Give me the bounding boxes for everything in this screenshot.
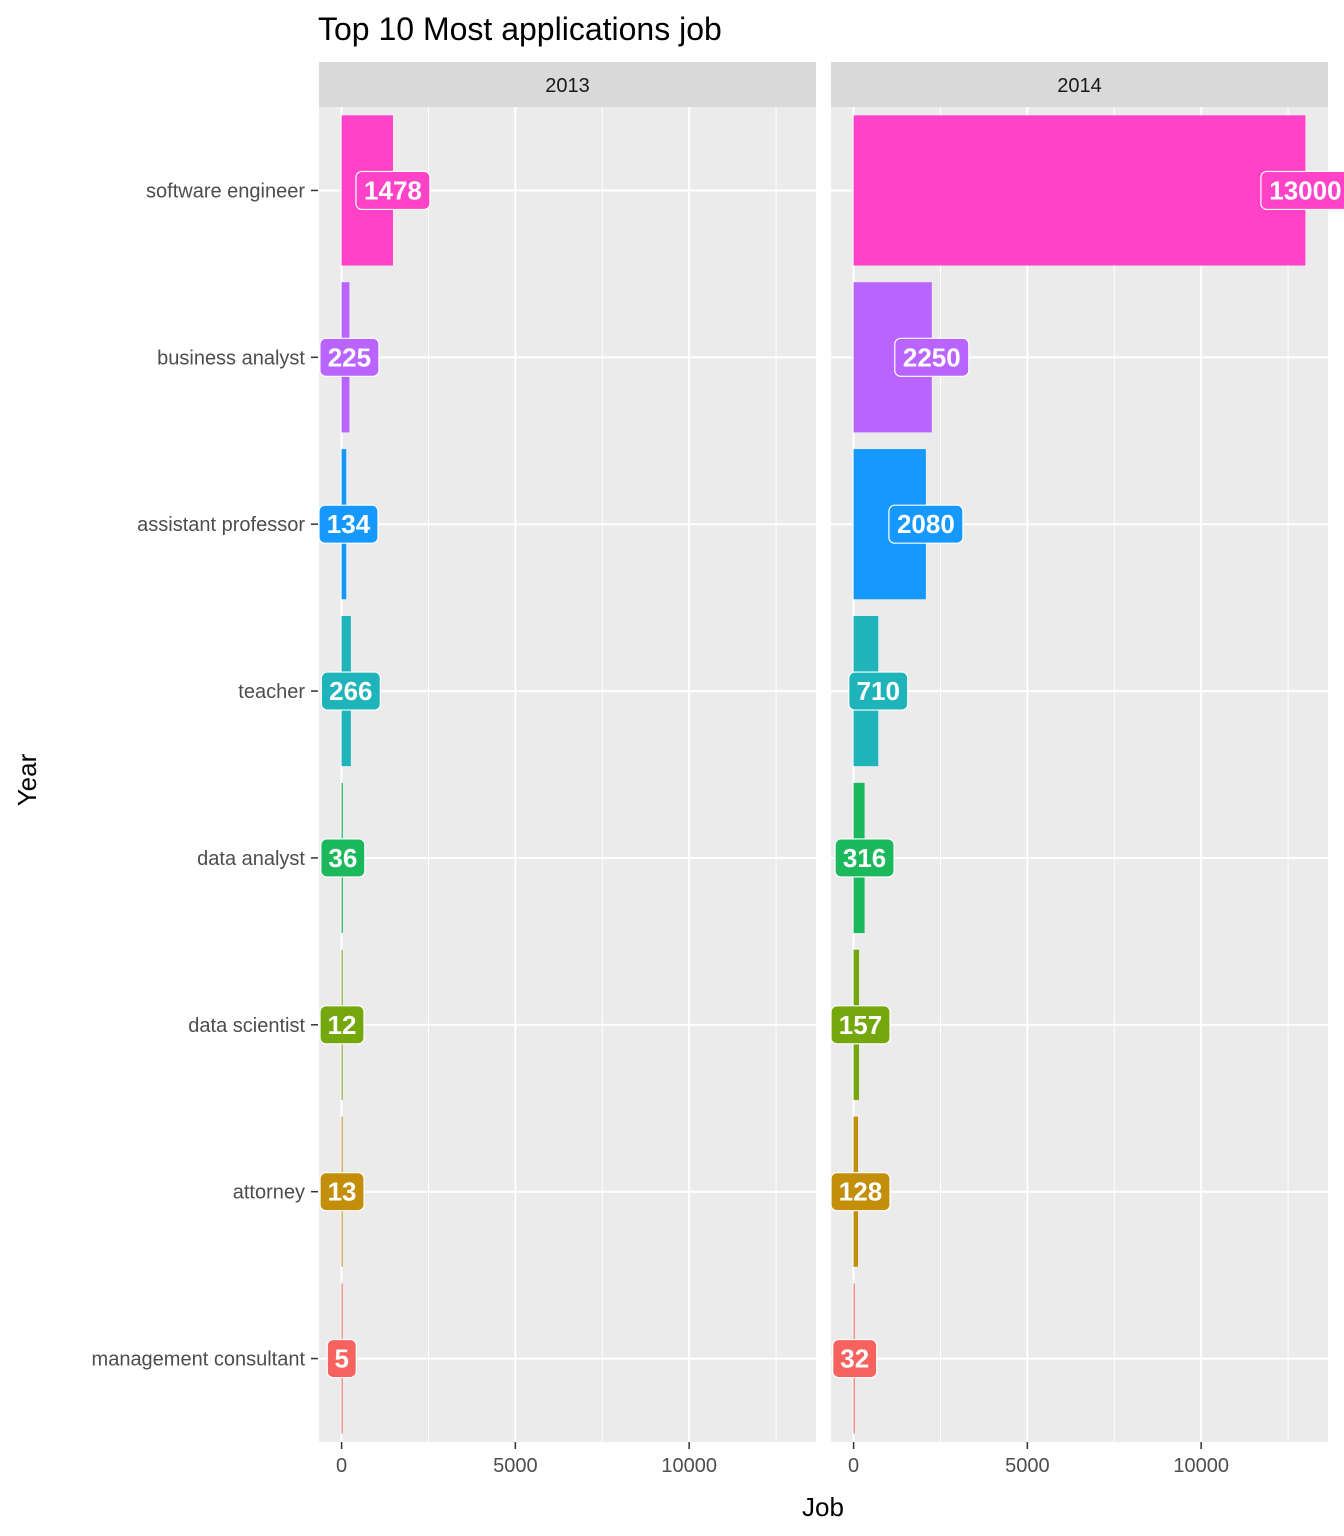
bar-2014-software-engineer xyxy=(853,115,1306,266)
data-label-2013-assistant-professor: 134 xyxy=(319,504,379,544)
x-tick-label-2014-5000: 5000 xyxy=(1005,1455,1050,1477)
data-label-text: 128 xyxy=(839,1177,882,1207)
y-tick-label-management-consultant: management consultant xyxy=(92,1349,306,1371)
data-label-2013-data-analyst: 36 xyxy=(320,838,366,878)
data-label-2014-data-scientist: 157 xyxy=(831,1005,891,1045)
data-label-text: 12 xyxy=(328,1010,357,1040)
data-label-2013-management-consultant: 5 xyxy=(326,1338,357,1379)
y-tick-label-data-analyst: data analyst xyxy=(197,848,305,870)
y-tick-label-software-engineer: software engineer xyxy=(146,180,305,202)
data-label-text: 13000 xyxy=(1269,175,1341,205)
data-label-text: 1478 xyxy=(364,175,422,205)
data-label-text: 134 xyxy=(327,509,371,539)
y-tick-label-data-scientist: data scientist xyxy=(188,1015,305,1037)
panel-background-2013 xyxy=(319,107,816,1442)
data-labels-2014: 13000 2250 2080 710 316 157 128 32 xyxy=(831,170,1344,1379)
x-tick-label-2014-10000: 10000 xyxy=(1173,1455,1229,1477)
data-label-box xyxy=(831,1172,891,1212)
x-tick-label-2013-10000: 10000 xyxy=(661,1455,717,1477)
data-label-box xyxy=(888,504,964,544)
data-label-box xyxy=(319,1005,365,1045)
data-label-2014-data-analyst: 316 xyxy=(834,838,895,878)
facet-strip-2014 xyxy=(831,62,1328,107)
data-label-text: 225 xyxy=(328,342,371,372)
data-label-2014-business-analyst: 2250 xyxy=(894,337,970,377)
data-label-box xyxy=(319,337,380,377)
data-label-box xyxy=(320,838,366,878)
data-label-2013-teacher: 266 xyxy=(320,671,381,711)
chart-title: Top 10 Most applications job xyxy=(318,11,722,47)
data-label-box xyxy=(319,1172,365,1212)
y-tick-label-teacher: teacher xyxy=(238,681,305,703)
data-label-text: 157 xyxy=(839,1010,882,1040)
facet-strip-label-2013: 2013 xyxy=(545,75,590,97)
data-label-2013-software-engineer: 1478 xyxy=(355,170,431,211)
data-label-box xyxy=(319,504,379,544)
x-tick-label-2014-0: 0 xyxy=(848,1455,859,1477)
data-label-text: 5 xyxy=(335,1344,349,1374)
data-label-2014-software-engineer: 13000 xyxy=(1260,170,1344,211)
data-label-box xyxy=(355,170,431,211)
data-label-box xyxy=(848,671,909,711)
data-label-box xyxy=(834,838,895,878)
y-tick-label-business-analyst: business analyst xyxy=(157,347,305,369)
data-label-text: 2080 xyxy=(897,509,955,539)
data-label-box xyxy=(832,1338,878,1379)
data-label-2013-data-scientist: 12 xyxy=(319,1005,365,1045)
data-labels-2013: 1478 225 134 266 36 12 13 5 xyxy=(319,170,431,1379)
data-label-2014-attorney: 128 xyxy=(831,1172,891,1212)
data-label-2014-management-consultant: 32 xyxy=(832,1338,878,1379)
x-tick-label-2013-0: 0 xyxy=(336,1455,347,1477)
data-label-2014-teacher: 710 xyxy=(848,671,909,711)
data-label-box xyxy=(1260,170,1344,211)
y-tick-label-assistant-professor: assistant professor xyxy=(137,514,305,536)
data-label-text: 32 xyxy=(840,1344,869,1374)
y-tick-label-attorney: attorney xyxy=(233,1182,305,1204)
data-label-2014-assistant-professor: 2080 xyxy=(888,504,964,544)
data-label-text: 710 xyxy=(857,676,900,706)
y-axis-title: Year xyxy=(12,753,42,806)
x-axis-title: Job xyxy=(802,1492,844,1522)
data-label-text: 266 xyxy=(329,676,372,706)
data-label-box xyxy=(326,1338,357,1379)
data-label-2013-attorney: 13 xyxy=(319,1172,365,1212)
facet-strip-2013 xyxy=(319,62,816,107)
facet-strip-label-2014: 2014 xyxy=(1057,75,1102,97)
data-label-2013-business-analyst: 225 xyxy=(319,337,380,377)
data-label-text: 36 xyxy=(328,843,357,873)
data-label-text: 2250 xyxy=(903,342,961,372)
data-label-text: 13 xyxy=(328,1177,357,1207)
data-label-text: 316 xyxy=(843,843,886,873)
data-label-box xyxy=(320,671,381,711)
data-label-box xyxy=(831,1005,891,1045)
data-label-box xyxy=(894,337,970,377)
x-tick-label-2013-5000: 5000 xyxy=(493,1455,538,1477)
